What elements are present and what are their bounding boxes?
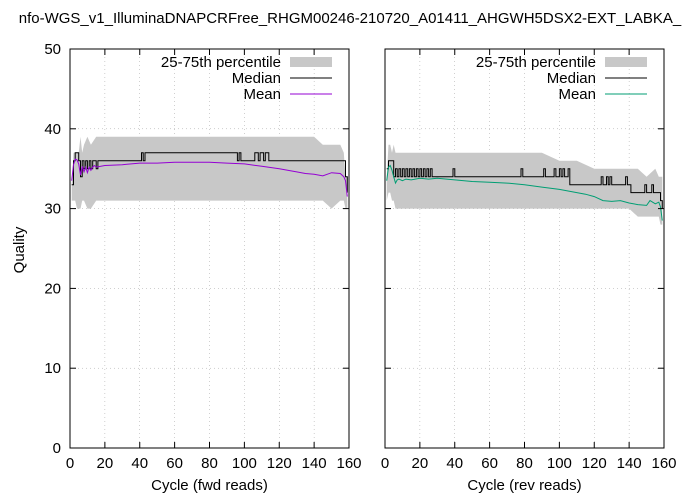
fwd-y-tick-label-30: 30 [44, 201, 61, 218]
fwd-legend-label-1: Median [232, 70, 281, 87]
fwd-x-tick-label-60: 60 [166, 455, 183, 472]
fwd-median-line [71, 152, 348, 193]
rev-x-tick-label-100: 100 [547, 455, 572, 472]
fwd-percentile-band [71, 136, 348, 209]
rev-legend-label-2: Mean [558, 86, 596, 103]
fwd-y-tick-label-20: 20 [44, 280, 61, 297]
fwd-band-area [71, 136, 348, 209]
rev-plot-frame [384, 48, 665, 449]
rev-grid [385, 49, 664, 448]
rev-panel: 0 20 40 60 80 100 120 140 160 25-75th percentile… [381, 48, 677, 494]
rev-legend-label-0: 25-75th percentile [476, 54, 596, 71]
fwd-legend-label-0: 25-75th percentile [161, 54, 281, 71]
fwd-y-tick-label-0: 0 [53, 440, 61, 457]
fwd-panel: 0 20 40 60 80 100 120 140 160 0 10 20 30 40 50 25-75th… [11, 41, 362, 494]
rev-x-tick-label-160: 160 [651, 455, 676, 472]
rev-x-tick-label-80: 80 [516, 455, 533, 472]
rev-ticks: 0 20 40 60 80 100 120 140 160 [381, 48, 677, 472]
fwd-legend-swatch-band [290, 57, 332, 67]
chart-title: nfo-WGS_v1_IlluminaDNAPCRFree_RHGM00246-… [19, 10, 682, 27]
rev-mean-line [386, 164, 663, 221]
rev-legend-label-1: Median [547, 70, 596, 87]
fwd-x-tick-label-40: 40 [131, 455, 148, 472]
rev-x-tick-label-60: 60 [481, 455, 498, 472]
fwd-lines [71, 152, 348, 197]
rev-x-tick-label-0: 0 [381, 455, 389, 472]
y-axis-title: Quality [11, 226, 28, 273]
fwd-x-tick-label-80: 80 [201, 455, 218, 472]
rev-lines [386, 160, 663, 221]
fwd-y-tick-label-50: 50 [44, 41, 61, 58]
fwd-ticks: 0 20 40 60 80 100 120 140 160 0 10 20 30 40 50 [44, 41, 361, 472]
fwd-grid [70, 49, 349, 448]
fwd-x-axis-title: Cycle (fwd reads) [151, 477, 268, 494]
fwd-x-tick-label-20: 20 [97, 455, 114, 472]
fwd-x-tick-label-0: 0 [66, 455, 74, 472]
fwd-y-tick-label-10: 10 [44, 360, 61, 377]
fwd-mean-line [71, 158, 348, 197]
fwd-y-tick-label-40: 40 [44, 121, 61, 138]
rev-legend-swatch-band [605, 57, 647, 67]
rev-x-tick-label-120: 120 [582, 455, 607, 472]
fwd-x-tick-label-120: 120 [267, 455, 292, 472]
rev-median-line [386, 160, 663, 209]
fwd-legend-label-2: Mean [243, 86, 281, 103]
rev-x-tick-label-140: 140 [617, 455, 642, 472]
fwd-plot-frame [69, 48, 350, 449]
rev-x-tick-label-20: 20 [412, 455, 429, 472]
fwd-x-tick-label-140: 140 [302, 455, 327, 472]
fwd-x-tick-label-100: 100 [232, 455, 257, 472]
rev-x-tick-label-40: 40 [446, 455, 463, 472]
rev-x-axis-title: Cycle (rev reads) [467, 477, 581, 494]
fwd-x-tick-label-160: 160 [336, 455, 361, 472]
